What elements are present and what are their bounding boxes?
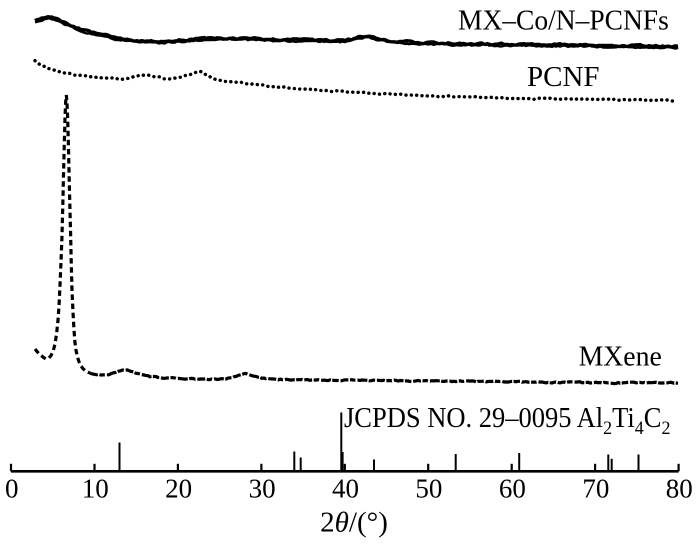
- svg-text:50: 50: [415, 474, 442, 504]
- svg-text:0: 0: [5, 474, 19, 504]
- svg-text:30: 30: [249, 474, 276, 504]
- svg-text:MXene: MXene: [579, 341, 662, 373]
- svg-text:MX–Co/N–PCNFs: MX–Co/N–PCNFs: [458, 5, 669, 37]
- svg-text:2θ/(°): 2θ/(°): [320, 507, 388, 539]
- svg-text:70: 70: [582, 474, 609, 504]
- svg-text:60: 60: [499, 474, 526, 504]
- svg-text:80: 80: [666, 474, 693, 504]
- svg-text:JCPDS NO. 29–0095 Al2Ti4C2: JCPDS NO. 29–0095 Al2Ti4C2: [344, 402, 670, 439]
- svg-text:40: 40: [332, 474, 359, 504]
- svg-text:10: 10: [82, 474, 109, 504]
- svg-text:PCNF: PCNF: [527, 61, 600, 93]
- svg-text:20: 20: [165, 474, 192, 504]
